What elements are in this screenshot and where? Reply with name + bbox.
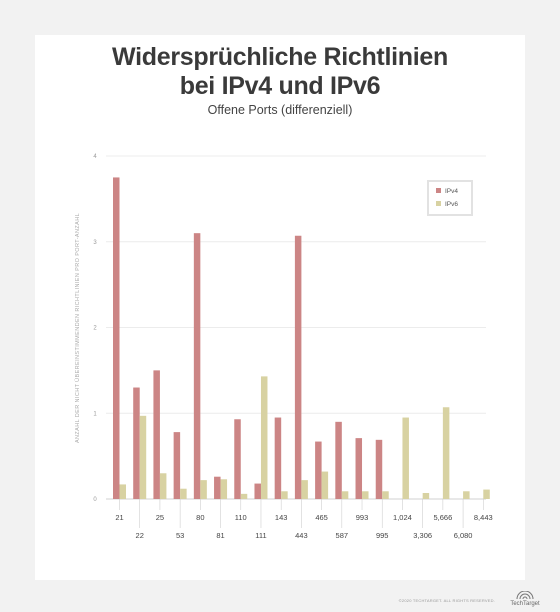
x-tick-label: 22 xyxy=(136,531,144,540)
bar-ipv4 xyxy=(335,421,342,499)
bar-ipv4 xyxy=(254,483,261,499)
techtarget-logo-text: TechTarget xyxy=(510,601,540,607)
bar-ipv4 xyxy=(274,417,282,499)
bar-ipv4 xyxy=(193,233,201,500)
bar-ipv4 xyxy=(315,441,322,499)
bar-ipv6 xyxy=(362,491,369,499)
y-tick-label: 4 xyxy=(93,154,97,160)
chart-title-line-1: Widersprüchliche Richtlinien xyxy=(112,43,448,71)
bar-ipv4 xyxy=(375,439,383,499)
x-tick-label: 53 xyxy=(176,531,184,540)
bar-ipv4 xyxy=(294,235,302,499)
bar-ipv4 xyxy=(355,438,363,499)
chart-subtitle: Offene Ports (differenziell) xyxy=(207,103,353,117)
bar-ipv6 xyxy=(422,492,430,499)
bar-ipv4 xyxy=(234,419,241,499)
x-tick-label: 465 xyxy=(315,513,328,522)
y-tick-label: 3 xyxy=(93,240,97,246)
x-tick-label: 587 xyxy=(336,531,349,540)
x-tick-label: 5,666 xyxy=(433,513,452,522)
x-tick-label: 443 xyxy=(295,531,308,540)
bar-ipv6 xyxy=(281,491,288,499)
x-tick-label: 110 xyxy=(235,513,247,522)
x-tick-label: 8,443 xyxy=(474,513,493,522)
x-tick-label: 993 xyxy=(356,513,369,522)
bar-ipv6 xyxy=(119,484,126,499)
bar-ipv4 xyxy=(153,370,160,499)
bar-ipv6 xyxy=(382,491,389,499)
bar-ipv6 xyxy=(483,489,490,499)
legend-box xyxy=(427,180,473,216)
x-tick-label: 3,306 xyxy=(413,531,432,540)
x-tick-label: 80 xyxy=(196,513,204,522)
bar-ipv6 xyxy=(442,407,450,499)
bar-ipv4 xyxy=(214,476,221,499)
bar-ipv6 xyxy=(159,473,167,499)
x-tick-label: 143 xyxy=(275,513,288,522)
x-tick-label: 81 xyxy=(216,531,224,540)
chart-title: Widersprüchliche Richtlinien bei IPv4 un… xyxy=(0,43,560,101)
y-axis-label: ANZAHL DER NICHT ÜBEREINSTIMMENDEN RICHT… xyxy=(74,213,81,443)
bar-ipv6 xyxy=(301,480,308,499)
bar-ipv6 xyxy=(200,480,207,499)
bar-ipv6 xyxy=(180,488,187,499)
y-tick-label: 2 xyxy=(93,326,97,332)
bar-ipv6 xyxy=(402,417,409,499)
bar-ipv6 xyxy=(260,376,268,499)
y-tick-label: 1 xyxy=(93,411,97,417)
legend-label-ipv6: IPv6 xyxy=(445,201,458,208)
bar-ipv6 xyxy=(139,415,147,499)
chart-title-line-2: bei IPv4 und IPv6 xyxy=(179,72,381,100)
x-tick-label: 6,080 xyxy=(454,531,473,540)
bar-ipv6 xyxy=(341,491,349,499)
x-tick-label: 111 xyxy=(255,531,266,540)
bar-ipv4 xyxy=(113,177,120,499)
copyright-text: ©2020 TECHTARGET. ALL RIGHTS RESERVED. xyxy=(398,598,495,603)
bar-ipv4 xyxy=(173,432,181,499)
legend-swatch-ipv4 xyxy=(436,188,441,193)
bar-ipv6 xyxy=(240,493,248,499)
x-tick-label: 995 xyxy=(376,531,389,540)
legend-label-ipv4: IPv4 xyxy=(445,188,458,195)
bar-ipv4 xyxy=(133,387,140,499)
y-tick-label: 0 xyxy=(93,497,97,503)
bar-ipv6 xyxy=(220,479,228,499)
techtarget-logo-icon xyxy=(516,591,534,600)
x-tick-label: 25 xyxy=(156,513,164,522)
legend-swatch-ipv6 xyxy=(436,201,441,206)
x-tick-label: 1,024 xyxy=(393,513,412,522)
bar-ipv6 xyxy=(321,471,329,499)
bar-ipv6 xyxy=(463,491,470,499)
x-tick-label: 21 xyxy=(115,513,123,522)
techtarget-logo: TechTarget xyxy=(505,591,545,607)
